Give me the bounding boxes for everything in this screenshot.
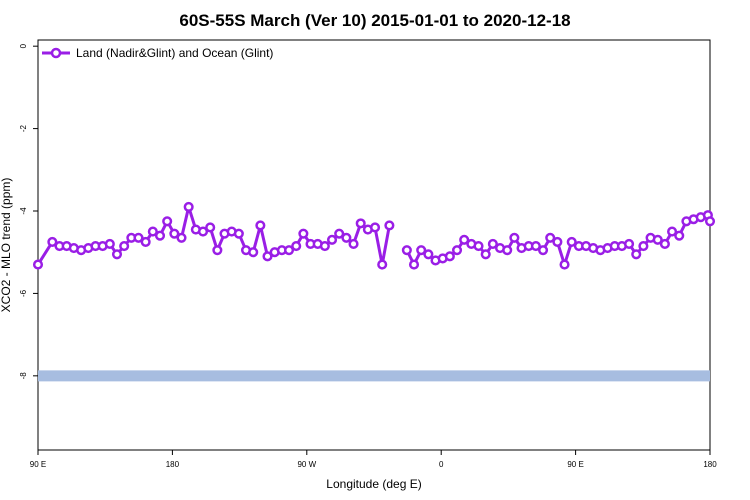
y-axis: 0 -2 -4 -6 -8	[19, 43, 38, 379]
data-point	[423, 249, 434, 260]
y-tick-label: -6	[19, 289, 28, 297]
data-point	[111, 249, 123, 260]
chart-title: 60S-55S March (Ver 10) 2015-01-01 to 202…	[179, 11, 570, 30]
data-point	[451, 245, 463, 256]
x-axis-label: Longitude (deg E)	[326, 477, 421, 491]
data-point	[104, 238, 115, 250]
data-point	[537, 245, 549, 256]
y-tick-label: -2	[19, 124, 28, 132]
x-tick-label: 90 E	[30, 460, 46, 469]
data-point	[401, 245, 412, 256]
data-point	[416, 245, 427, 256]
x-tick-label: 0	[439, 460, 444, 469]
data-point	[384, 220, 395, 231]
legend-label: Land (Nadir&Glint) and Ocean (Glint)	[76, 46, 273, 60]
data-point	[487, 238, 498, 250]
data-point	[183, 201, 194, 212]
x-tick-label: 90 W	[297, 460, 316, 469]
data-point	[348, 238, 359, 250]
plot-frame	[37, 39, 711, 451]
data-point	[205, 222, 216, 233]
data-point	[355, 218, 366, 229]
legend-marker	[50, 47, 62, 59]
data-point	[326, 234, 338, 245]
data-point	[169, 228, 180, 239]
x-axis: 90 E 180 90 W 0 90 E 180	[30, 450, 717, 469]
data-point	[659, 238, 670, 250]
x-tick-label: 180	[166, 460, 180, 469]
data-point	[334, 228, 345, 239]
y-tick-label: -8	[19, 372, 28, 380]
data-point	[480, 249, 491, 260]
data-point	[559, 259, 570, 270]
data-point	[212, 245, 223, 256]
data-point	[459, 234, 470, 245]
data-point	[502, 245, 513, 256]
data-point	[704, 216, 716, 227]
data-point	[341, 232, 352, 243]
data-point	[631, 249, 642, 260]
data-point	[509, 232, 520, 243]
data-point	[47, 236, 58, 247]
data-point	[377, 259, 388, 270]
data-point	[667, 226, 678, 237]
data-point	[133, 232, 144, 243]
data-point	[255, 220, 266, 231]
data-point	[154, 230, 166, 241]
data-point	[319, 240, 330, 252]
data-point	[248, 247, 259, 258]
data-point	[140, 236, 151, 247]
data-point	[291, 240, 302, 252]
data-point	[473, 240, 484, 252]
data-point	[147, 226, 158, 237]
data-point	[444, 251, 455, 262]
x-tick-label: 180	[703, 460, 717, 469]
data-point	[298, 228, 309, 239]
data-point	[162, 216, 173, 227]
data-point	[638, 240, 649, 252]
data-point	[674, 230, 685, 241]
series-layer	[32, 201, 716, 270]
data-point	[566, 236, 577, 247]
data-point	[283, 245, 295, 256]
legend: Land (Nadir&Glint) and Ocean (Glint)	[42, 46, 273, 60]
data-point	[545, 232, 556, 243]
x-tick-label: 90 E	[567, 460, 583, 469]
data-point	[119, 240, 130, 252]
y-tick-label: 0	[19, 43, 28, 48]
data-point	[233, 228, 244, 239]
data-point	[176, 232, 187, 243]
data-point	[652, 234, 663, 245]
data-point	[369, 222, 381, 233]
y-tick-label: -4	[19, 207, 28, 215]
data-point	[552, 236, 563, 247]
data-point	[408, 259, 420, 270]
data-point	[197, 226, 209, 237]
data-point	[624, 238, 635, 250]
data-point	[32, 259, 44, 270]
data-point	[530, 240, 541, 252]
data-point	[262, 251, 273, 262]
y-axis-label: XCO2 - MLO trend (ppm)	[0, 178, 13, 313]
